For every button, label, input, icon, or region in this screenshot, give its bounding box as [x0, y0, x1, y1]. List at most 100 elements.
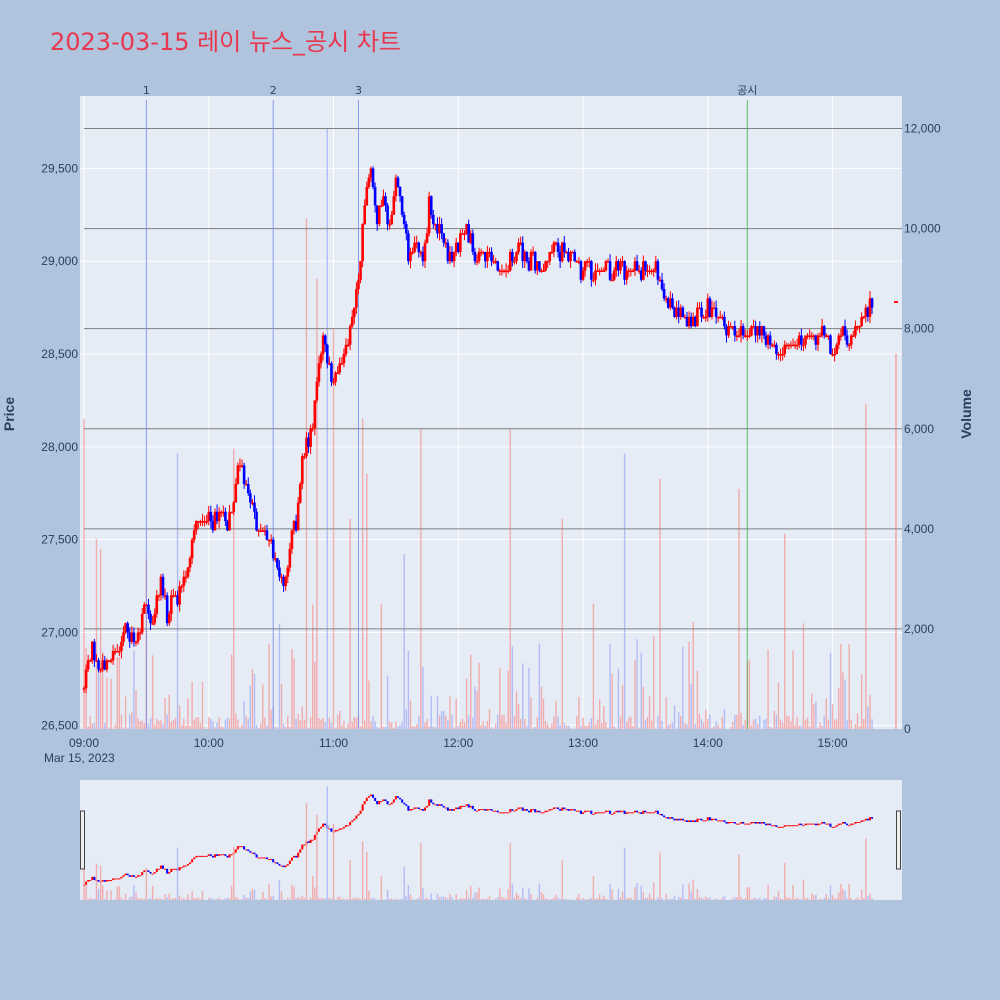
candle-body	[99, 669, 102, 672]
volume-bar	[382, 727, 385, 729]
volume-bar	[734, 715, 736, 729]
mini-candle	[841, 822, 844, 824]
candle-body	[675, 307, 678, 317]
mini-candle	[241, 846, 244, 848]
volume-bar	[611, 673, 613, 729]
candle-body	[563, 242, 566, 252]
mini-volume-bar	[644, 898, 647, 900]
time-tick-label: 15:00	[818, 736, 848, 750]
mini-volume-bar	[282, 899, 285, 900]
mini-candle	[804, 823, 807, 826]
mini-volume-bar	[732, 898, 734, 900]
volume-bar	[484, 725, 487, 729]
mini-candle	[101, 880, 104, 882]
mini-candle	[247, 849, 250, 852]
mini-volume-bar	[544, 898, 547, 900]
mini-volume-bar	[667, 899, 669, 900]
volume-bar	[418, 716, 420, 729]
mini-candle	[197, 855, 200, 857]
candle-body	[402, 214, 406, 225]
mini-volume-bar	[501, 897, 503, 900]
mini-volume-bar	[530, 894, 532, 900]
candle-body	[369, 168, 373, 178]
candle-body	[750, 326, 753, 336]
mini-volume-bar	[114, 899, 116, 900]
mini-volume-bar	[110, 890, 112, 900]
price-tick-label: 29,000	[41, 254, 78, 268]
candle-body	[294, 521, 298, 531]
volume-bar	[289, 726, 291, 729]
mini-volume-bar	[517, 895, 520, 900]
candle-body	[739, 326, 743, 336]
candle-body	[355, 289, 358, 308]
mini-candle	[829, 823, 832, 827]
volume-bar	[796, 716, 798, 729]
mini-candle	[396, 796, 399, 798]
mini-candle	[511, 809, 514, 811]
mini-candle	[409, 809, 412, 811]
mini-candle	[636, 810, 639, 813]
volume-bar	[838, 687, 840, 729]
mini-volume-bar	[445, 897, 447, 900]
volume-bar	[243, 701, 245, 729]
candle-body	[434, 224, 437, 226]
mini-candle	[85, 881, 88, 885]
volume-tick-label: 10,000	[904, 222, 941, 236]
mini-volume-bar	[278, 880, 281, 900]
candle-body	[637, 270, 641, 272]
candle-body	[712, 307, 716, 310]
volume-bar	[794, 724, 796, 729]
mini-candle	[810, 823, 813, 825]
volume-bar	[806, 717, 809, 729]
candle-body	[683, 316, 687, 319]
mini-volume-bar	[524, 898, 526, 900]
mini-candle	[835, 825, 838, 827]
mini-candle	[378, 801, 381, 805]
mini-volume-bar	[621, 891, 624, 900]
mini-candle	[139, 875, 142, 877]
mini-candle	[340, 828, 343, 830]
mini-candle	[201, 855, 204, 857]
range-slider-left-handle[interactable]	[80, 810, 85, 870]
range-slider-right-handle[interactable]	[896, 810, 901, 870]
mini-candle	[218, 854, 221, 856]
candle-body	[635, 261, 639, 271]
volume-bar	[451, 714, 453, 729]
mini-volume-bar	[869, 893, 871, 900]
mini-volume-bar	[507, 888, 509, 900]
volume-bar	[257, 728, 260, 729]
candle-body	[473, 251, 477, 262]
volume-bar	[295, 719, 297, 729]
volume-bar	[802, 623, 805, 729]
candle-body	[155, 595, 159, 614]
volume-bar	[540, 686, 543, 729]
volume-bar	[124, 696, 127, 729]
volume-bar	[251, 669, 254, 729]
candle-body	[648, 270, 651, 272]
mini-candle	[846, 823, 849, 826]
range-slider[interactable]	[80, 780, 902, 900]
mini-candle	[424, 807, 427, 811]
event-marker-label: 공시	[737, 84, 757, 97]
candle-body	[598, 270, 601, 272]
candle-body	[646, 270, 649, 272]
mini-volume-bar	[353, 897, 356, 900]
volume-bar	[592, 603, 595, 729]
volume-bar	[842, 672, 844, 729]
mini-candle	[831, 826, 834, 828]
mini-candle	[690, 820, 693, 822]
volume-bar	[517, 704, 520, 729]
mini-volume-bar	[756, 899, 759, 900]
candle-body	[199, 521, 202, 523]
candle-body	[113, 651, 117, 653]
candle-body	[779, 354, 782, 356]
candle-body	[754, 326, 757, 336]
candle-body	[612, 270, 616, 280]
volume-bar	[336, 714, 339, 729]
candle-body	[558, 251, 562, 262]
candle-body	[167, 613, 171, 624]
mini-volume-bar	[280, 891, 283, 900]
candle-body	[822, 326, 826, 336]
mini-volume-bar	[790, 898, 792, 900]
mini-volume-bar	[630, 897, 632, 900]
